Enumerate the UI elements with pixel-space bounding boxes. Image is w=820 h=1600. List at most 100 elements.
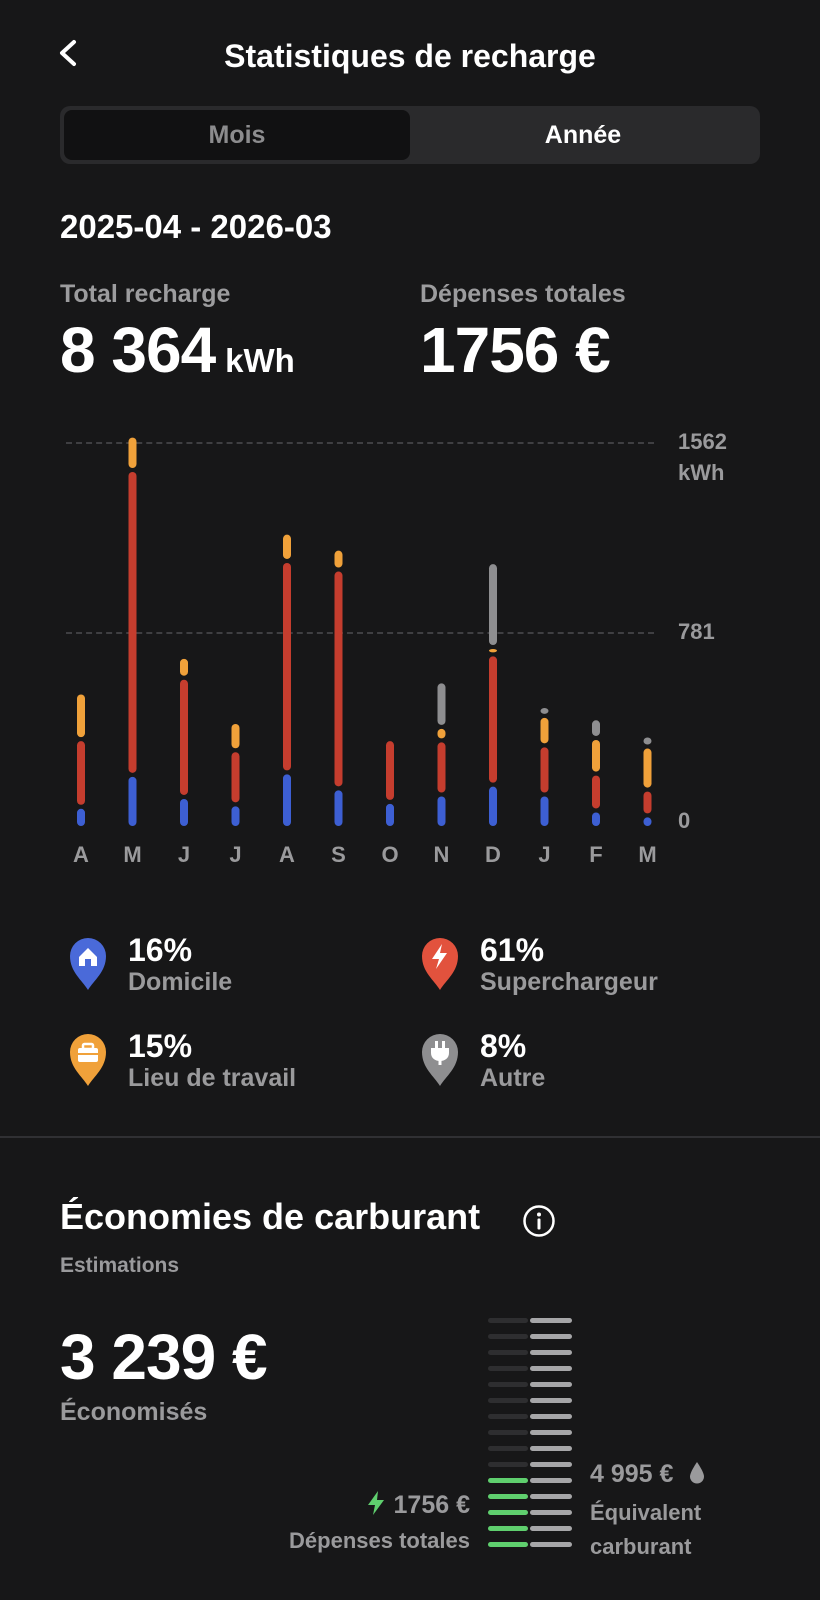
gauge-empty-segment <box>488 1366 528 1371</box>
bar-segment-autre <box>437 683 446 725</box>
x-tick-label: N <box>433 842 450 867</box>
briefcase-icon <box>70 1034 106 1086</box>
bar-segment-superchargeur <box>540 747 549 793</box>
gauge-empty-segment <box>488 1382 528 1387</box>
gauge-fuel-segment <box>530 1414 572 1419</box>
x-tick-label: F <box>589 842 603 867</box>
gauge-fuel-segment <box>530 1350 572 1355</box>
x-tick-label: S <box>331 842 346 867</box>
gauge-spend-segment <box>488 1510 528 1515</box>
bar-segment-lieu-de-travail <box>592 739 600 772</box>
bar-segment-domicile <box>437 796 446 826</box>
fuel-drop-icon <box>690 1462 705 1484</box>
bar-segment-lieu-de-travail <box>489 648 497 653</box>
gauge-empty-segment <box>488 1398 528 1403</box>
y-tick-max: 1562 kWh <box>678 429 727 485</box>
gauge-fuel-segment <box>530 1398 572 1403</box>
bar-segment-superchargeur <box>128 471 137 773</box>
legend-name: Superchargeur <box>480 968 658 996</box>
x-tick-label: J <box>538 842 551 867</box>
legend-lieu-de-travail: 15% Lieu de travail <box>68 1028 398 1118</box>
fuel-equivalent-label: Équivalent carburant <box>590 1500 702 1559</box>
bar-segment-autre <box>489 564 497 645</box>
tab-annee[interactable]: Année <box>544 120 622 149</box>
gauge-fuel-segment <box>530 1366 572 1371</box>
fuel-comparison-gauge <box>488 1318 572 1547</box>
gauge-fuel-segment <box>530 1478 572 1483</box>
bar-segment-autre <box>643 737 652 745</box>
gauge-fuel-segment <box>530 1526 572 1531</box>
bar-segment-domicile <box>231 806 240 826</box>
bar-segment-lieu-de-travail <box>334 550 343 568</box>
gauge-fuel-segment <box>530 1510 572 1515</box>
bar-segment-lieu-de-travail <box>643 748 652 788</box>
total-spend-value: 1756 € <box>420 314 611 386</box>
gauge-fuel-segment <box>530 1462 572 1467</box>
bar-segment-superchargeur <box>77 741 85 805</box>
x-tick-label: M <box>638 842 657 867</box>
gauge-fuel-segment <box>530 1382 572 1387</box>
total-charge-value: 8 364 <box>60 314 216 386</box>
gauge-empty-segment <box>488 1350 528 1355</box>
legend-pct: 15% <box>128 1028 193 1064</box>
legend-pct: 61% <box>480 932 545 968</box>
bar-segment-superchargeur <box>489 656 497 783</box>
bar-segment-domicile <box>128 776 137 826</box>
bar-segment-domicile <box>592 812 600 826</box>
tab-mois[interactable]: Mois <box>64 110 410 160</box>
bar-segment-lieu-de-travail <box>231 723 240 749</box>
bar-segment-domicile <box>540 796 549 826</box>
bar-segment-domicile <box>489 786 497 826</box>
gauge-empty-segment <box>488 1430 528 1435</box>
bar-segment-superchargeur <box>334 571 343 787</box>
gauge-fuel-segment <box>530 1430 572 1435</box>
x-tick-label: J <box>177 842 191 867</box>
gridline-max <box>66 442 654 444</box>
bar-segment-lieu-de-travail <box>283 534 291 559</box>
gauge-fuel-segment <box>530 1318 572 1323</box>
bar-segment-superchargeur <box>180 679 188 795</box>
x-tick-label: A <box>279 842 295 867</box>
back-button[interactable] <box>52 30 92 76</box>
bar-segment-autre <box>540 707 549 714</box>
savings-value: 3 239 € <box>60 1321 268 1393</box>
total-spend-label: Dépenses totales <box>420 280 626 308</box>
fuel-equivalent-amount: 4 995 € <box>590 1460 706 1489</box>
home-icon <box>70 938 106 990</box>
legend-superchargeur: 61% Superchargeur <box>420 932 750 1022</box>
info-icon[interactable] <box>522 1204 556 1238</box>
bar-segment-lieu-de-travail <box>77 694 85 738</box>
x-tick-label: O <box>381 842 399 867</box>
gauge-fuel-segment <box>530 1542 572 1547</box>
savings-label: Économisés <box>60 1398 208 1426</box>
gauge-fuel-segment <box>530 1446 572 1451</box>
spend-amount: 1756 € <box>340 1490 470 1520</box>
total-charge-label: Total recharge <box>60 280 231 308</box>
bar-segment-domicile <box>77 808 85 826</box>
legend-autre: 8% Autre <box>420 1028 750 1118</box>
plug-icon <box>422 1034 458 1086</box>
page-title: Statistiques de recharge <box>224 38 596 74</box>
gauge-spend-segment <box>488 1478 528 1483</box>
gauge-empty-segment <box>488 1446 528 1451</box>
legend-pct: 8% <box>480 1028 527 1064</box>
period-range: 2025-04 - 2026-03 <box>60 208 332 245</box>
gauge-empty-segment <box>488 1414 528 1419</box>
bar-segment-domicile <box>283 774 291 826</box>
bar-segment-autre <box>592 720 600 736</box>
chevron-left-icon <box>60 40 76 66</box>
gauge-spend-segment <box>488 1494 528 1499</box>
bar-segment-superchargeur <box>231 752 240 803</box>
period-segmented-control: Mois Année <box>60 106 760 164</box>
bar-segment-domicile <box>180 798 188 826</box>
gauge-spend-segment <box>488 1526 528 1531</box>
y-tick-zero: 0 <box>678 808 691 833</box>
bar-segment-superchargeur <box>592 775 600 809</box>
total-charge-block: Total recharge 8 364 kWh <box>60 280 295 387</box>
legend-name: Domicile <box>128 968 233 996</box>
legend-pct: 16% <box>128 932 193 968</box>
y-tick-mid: 781 <box>678 619 715 644</box>
section-divider <box>0 1136 820 1138</box>
gauge-empty-segment <box>488 1318 528 1323</box>
bar-segment-superchargeur <box>283 562 291 771</box>
